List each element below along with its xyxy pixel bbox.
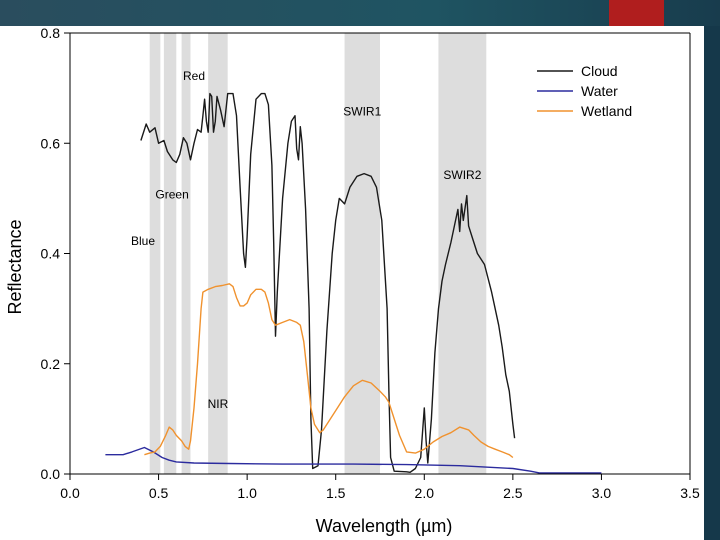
band-label-blue: Blue xyxy=(131,234,155,248)
slide-right-strip xyxy=(704,26,720,540)
y-tick-label: 0.0 xyxy=(41,466,61,482)
x-tick-label: 1.0 xyxy=(237,485,257,501)
y-tick-label: 0.8 xyxy=(41,26,61,41)
legend-label-cloud: Cloud xyxy=(581,63,618,79)
legend-label-water: Water xyxy=(581,83,618,99)
slide-canvas: 0.0 0.5 1.0 1.5 2.0 2.5 3.0 3.5 0.0 0.2 0.4 0.6 0.8 … xyxy=(0,26,704,540)
y-tick-label: 0.2 xyxy=(41,356,61,372)
legend: Cloud Water Wetland xyxy=(537,63,632,119)
x-tick-label: 0.5 xyxy=(149,485,169,501)
x-tick-label: 0.0 xyxy=(60,485,80,501)
x-axis-title: Wavelength (µm) xyxy=(316,516,453,536)
band-labels-layer: Blue Green Red NIR SWIR1 SWIR2 xyxy=(131,69,482,411)
band-shade-swir1 xyxy=(344,33,380,474)
y-tick-label: 0.6 xyxy=(41,135,61,151)
x-tick-label: 3.0 xyxy=(592,485,612,501)
axes-layer: 0.0 0.5 1.0 1.5 2.0 2.5 3.0 3.5 0.0 0.2 0.4 0.6 0.8 xyxy=(41,26,700,501)
legend-label-wetland: Wetland xyxy=(581,103,632,119)
band-shading-layer xyxy=(149,33,487,474)
series-layer xyxy=(105,92,602,474)
band-label-swir1: SWIR1 xyxy=(343,105,381,119)
band-label-green: Green xyxy=(155,187,188,201)
band-label-red: Red xyxy=(183,69,205,83)
x-tick-label: 2.0 xyxy=(415,485,435,501)
series-line-wetland xyxy=(144,283,514,459)
x-tick-label: 3.5 xyxy=(680,485,700,501)
band-shade-red xyxy=(181,33,191,474)
accent-tab xyxy=(609,0,664,26)
reflectance-chart: 0.0 0.5 1.0 1.5 2.0 2.5 3.0 3.50.00.20.40.60.8 … xyxy=(5,26,700,536)
series-line-water xyxy=(105,446,602,474)
x-tick-label: 1.5 xyxy=(326,485,346,501)
band-label-nir: NIR xyxy=(208,397,229,411)
band-shade-green xyxy=(163,33,177,474)
band-shade-nir xyxy=(208,33,228,474)
slide-top-band xyxy=(0,0,720,26)
series-line-cloud xyxy=(140,92,516,473)
y-tick-label: 0.4 xyxy=(41,246,61,262)
y-axis-title: Reflectance xyxy=(5,219,25,314)
band-shade-swir2 xyxy=(438,33,487,474)
band-label-swir2: SWIR2 xyxy=(443,168,481,182)
x-tick-label: 2.5 xyxy=(503,485,523,501)
band-shade-blue xyxy=(149,33,161,474)
